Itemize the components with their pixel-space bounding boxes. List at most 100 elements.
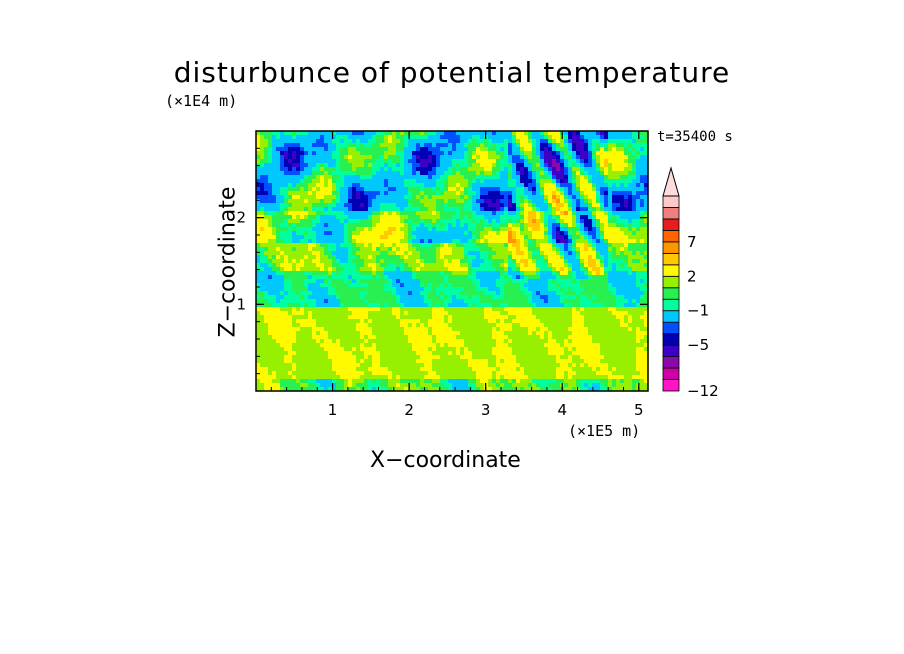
field-cell (448, 327, 453, 332)
field-cell (272, 319, 277, 324)
field-cell (584, 331, 589, 336)
field-cell (624, 179, 629, 184)
field-cell (336, 179, 341, 184)
field-cell (368, 135, 373, 140)
field-cell (344, 135, 349, 140)
field-cell (296, 139, 301, 144)
field-cell (348, 307, 353, 312)
field-cell (272, 159, 277, 164)
field-cell (336, 223, 341, 228)
field-cell (328, 243, 333, 248)
field-cell (284, 271, 289, 276)
field-cell (476, 263, 481, 268)
field-cell (452, 307, 457, 312)
field-cell (372, 139, 377, 144)
field-cell (616, 271, 621, 276)
field-cell (632, 279, 637, 284)
field-cell (288, 183, 293, 188)
field-cell (352, 247, 357, 252)
field-cell (368, 207, 373, 212)
field-cell (516, 167, 521, 172)
field-cell (320, 131, 325, 136)
field-cell (276, 151, 281, 156)
field-cell (444, 219, 449, 224)
field-cell (364, 295, 369, 300)
field-cell (584, 135, 589, 140)
field-cell (492, 243, 497, 248)
field-cell (460, 271, 465, 276)
field-cell (512, 227, 517, 232)
field-cell (264, 139, 269, 144)
field-cell (520, 135, 525, 140)
field-cell (448, 159, 453, 164)
field-cell (372, 327, 377, 332)
field-cell (608, 187, 613, 192)
field-cell (496, 263, 501, 268)
field-cell (532, 331, 537, 336)
field-cell (368, 215, 373, 220)
field-cell (412, 171, 417, 176)
field-cell (600, 239, 605, 244)
field-cell (496, 259, 501, 264)
field-cell (312, 231, 317, 236)
field-cell (416, 279, 421, 284)
field-cell (620, 143, 625, 148)
field-cell (268, 179, 273, 184)
field-cell (364, 315, 369, 320)
field-cell (568, 327, 573, 332)
field-cell (468, 155, 473, 160)
field-cell (484, 155, 489, 160)
field-cell (264, 331, 269, 336)
field-cell (608, 275, 613, 280)
field-cell (412, 179, 417, 184)
field-cell (532, 275, 537, 280)
field-cell (492, 191, 497, 196)
field-cell (448, 179, 453, 184)
field-cell (264, 227, 269, 232)
field-cell (412, 311, 417, 316)
field-cell (312, 311, 317, 316)
field-cell (540, 247, 545, 252)
field-cell (352, 183, 357, 188)
field-cell (304, 331, 309, 336)
field-cell (548, 279, 553, 284)
field-cell (500, 159, 505, 164)
field-cell (368, 195, 373, 200)
field-cell (352, 235, 357, 240)
field-cell (276, 315, 281, 320)
field-cell (340, 227, 345, 232)
field-cell (364, 307, 369, 312)
field-cell (576, 195, 581, 200)
field-cell (568, 135, 573, 140)
field-cell (388, 135, 393, 140)
field-cell (356, 199, 361, 204)
field-cell (332, 303, 337, 308)
field-cell (424, 187, 429, 192)
field-cell (264, 171, 269, 176)
field-cell (312, 299, 317, 304)
field-cell (312, 147, 317, 152)
field-cell (324, 239, 329, 244)
field-cell (332, 139, 337, 144)
field-cell (432, 231, 437, 236)
field-cell (616, 199, 621, 204)
field-cell (260, 227, 265, 232)
field-cell (620, 151, 625, 156)
field-cell (572, 223, 577, 228)
field-cell (320, 155, 325, 160)
field-cell (600, 187, 605, 192)
field-cell (340, 143, 345, 148)
field-cell (484, 223, 489, 228)
field-cell (632, 255, 637, 260)
field-cell (496, 211, 501, 216)
field-cell (264, 175, 269, 180)
field-cell (428, 131, 433, 136)
field-cell (584, 259, 589, 264)
field-cell (416, 187, 421, 192)
field-cell (520, 187, 525, 192)
field-cell (256, 259, 261, 264)
field-cell (408, 259, 413, 264)
field-cell (320, 323, 325, 328)
field-cell (612, 255, 617, 260)
field-cell (336, 279, 341, 284)
